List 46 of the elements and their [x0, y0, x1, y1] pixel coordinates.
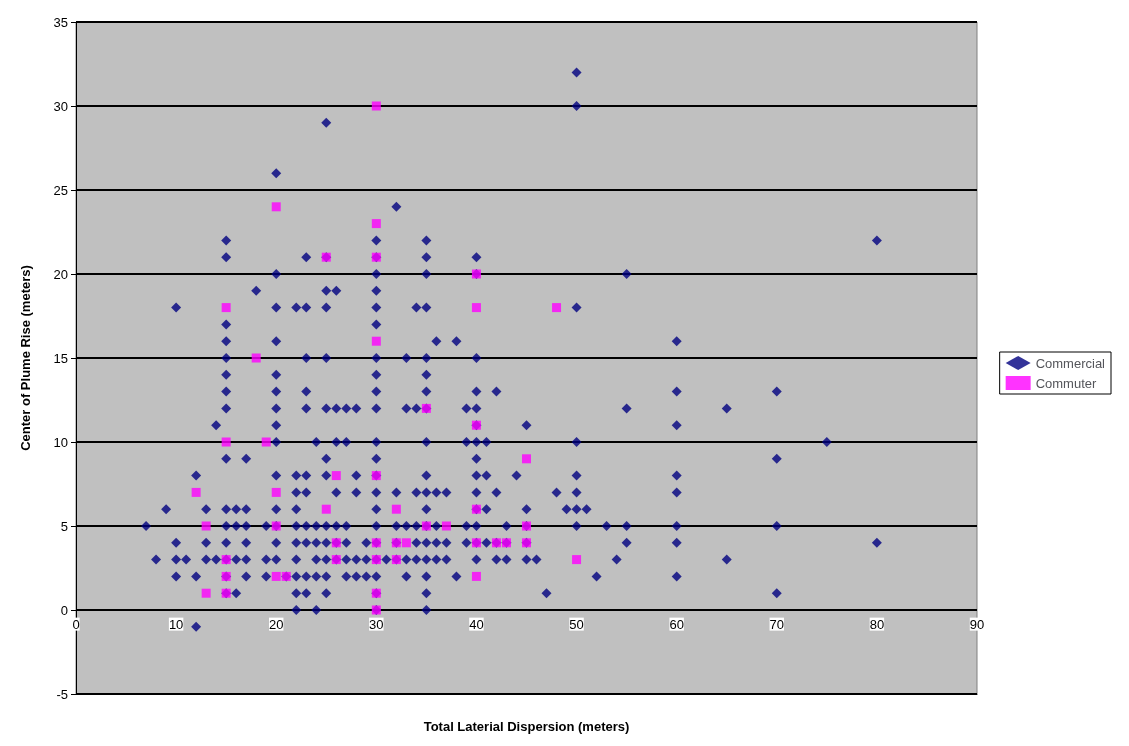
point: [261, 437, 271, 447]
point: [471, 571, 481, 581]
y-tick-label: 35: [53, 14, 68, 30]
point: [221, 437, 231, 447]
point: [251, 353, 261, 363]
x-tick-label: 80: [869, 616, 885, 632]
point: [201, 521, 211, 531]
y-tick-label: 10: [53, 434, 68, 450]
point: [321, 504, 331, 514]
x-axis-title: Total Laterial Dispersion (meters): [423, 719, 630, 734]
x-tick-label: 0: [72, 616, 80, 632]
point: [271, 571, 281, 581]
y-tick-label: 5: [60, 518, 68, 534]
point: [331, 471, 341, 481]
x-tick-label: 30: [369, 616, 384, 632]
point: [371, 101, 381, 111]
y-tick-label: 30: [53, 98, 68, 114]
point: [572, 555, 582, 565]
legend-label: Commuter: [1035, 375, 1098, 391]
y-tick-label: 25: [53, 182, 68, 198]
x-tick-label: 70: [769, 616, 785, 632]
legend-label: Commercial: [1035, 355, 1106, 371]
y-tick-label: -5: [56, 686, 68, 702]
point: [441, 521, 451, 531]
x-tick-label: 40: [469, 616, 484, 632]
point: [271, 202, 281, 212]
point: [371, 219, 381, 229]
y-tick-label: 0: [60, 602, 68, 618]
y-tick-label: 15: [53, 350, 68, 366]
point: [391, 504, 401, 514]
y-axis-title: Center of Plume Rise (meters): [18, 265, 33, 451]
point: [191, 487, 201, 497]
point: [471, 303, 481, 313]
point: [201, 588, 211, 598]
x-tick-label: 60: [669, 616, 684, 632]
x-tick-label: 20: [268, 616, 284, 632]
x-tick-label: 50: [569, 616, 584, 632]
point: [221, 303, 231, 313]
point: [271, 487, 281, 497]
point: [522, 454, 531, 464]
x-tick-label: 90: [969, 616, 985, 632]
point: [552, 303, 562, 313]
y-tick-label: 20: [53, 266, 68, 282]
x-tick-label: 10: [168, 616, 184, 632]
point: [371, 336, 381, 346]
point: [401, 538, 411, 548]
